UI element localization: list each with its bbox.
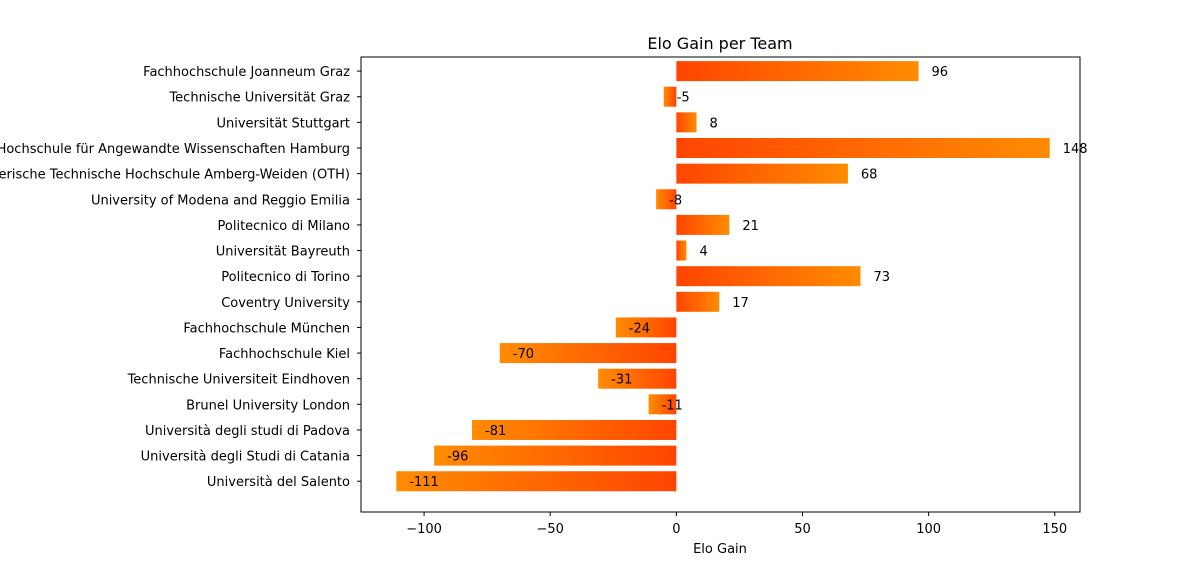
bar-value-label: 148	[1063, 142, 1088, 157]
bar-value-label: 21	[742, 219, 759, 234]
value-labels-layer: 96 -5 8 148 68 -8 21 4 73 17 -24 -70 -31 -11 -81 -96 -11…	[409, 65, 1087, 490]
bar	[396, 471, 677, 492]
y-tick-label: Fachhochschule Joanneum Graz	[143, 65, 350, 80]
bar	[499, 343, 677, 364]
bar-value-label: -96	[447, 450, 468, 465]
x-tick-label: −100	[406, 522, 442, 537]
plot-frame	[360, 56, 1081, 513]
x-tick-label: 100	[916, 522, 941, 537]
y-tick-label: Brunel University London	[186, 398, 350, 413]
bar	[676, 266, 861, 287]
bar-value-label: 96	[932, 65, 949, 80]
bar	[676, 214, 730, 235]
x-tick-label: 50	[794, 522, 811, 537]
bars-layer	[396, 61, 1050, 492]
y-tick-label: Universität Bayreuth	[216, 245, 350, 260]
x-axis: −100 −50 0 50 100 150	[406, 512, 1067, 537]
bar	[648, 394, 677, 415]
bar	[676, 163, 848, 184]
y-axis: Fachhochschule Joanneum Graz Technische U…	[0, 65, 361, 490]
y-tick-label: Università degli studi di Padova	[145, 424, 350, 439]
y-tick-label: Ostbayerische Technische Hochschule Ambe…	[0, 168, 350, 183]
bar-value-label: -31	[611, 373, 632, 388]
y-tick-label: Politecnico di Milano	[218, 219, 351, 234]
x-tick-label: 150	[1042, 522, 1067, 537]
bar-value-label: 8	[710, 116, 718, 131]
chart-title: Elo Gain per Team	[647, 34, 792, 53]
bar	[472, 419, 677, 440]
bar	[663, 86, 677, 107]
bar	[656, 189, 677, 210]
bar	[598, 368, 677, 389]
y-tick-label: Universität Stuttgart	[216, 116, 350, 131]
y-tick-label: Politecnico di Torino	[221, 270, 350, 285]
bar	[676, 291, 720, 312]
y-tick-label: Università del Salento	[207, 475, 350, 490]
x-tick-label: −50	[536, 522, 563, 537]
y-tick-label: University of Modena and Reggio Emilia	[91, 193, 350, 208]
y-tick-label: Università degli Studi di Catania	[141, 450, 350, 465]
bar-value-label: -5	[677, 91, 690, 106]
bar-value-label: 73	[874, 270, 891, 285]
y-tick-label: Hochschule für Angewandte Wissenschaften…	[0, 142, 350, 157]
bar-value-label: -24	[629, 321, 650, 336]
bar	[434, 445, 677, 466]
bar-value-label: 17	[732, 296, 749, 311]
bar-value-label: -11	[662, 398, 683, 413]
y-tick-label: Coventry University	[221, 296, 350, 311]
bar	[676, 240, 687, 261]
bar	[676, 138, 1050, 158]
bar-value-label: -81	[485, 424, 506, 439]
bar-value-label: 4	[699, 245, 707, 260]
x-tick-label: 0	[672, 522, 680, 537]
y-tick-label: Technische Universiteit Eindhoven	[127, 373, 350, 388]
bar-value-label: -70	[513, 347, 534, 362]
bar	[615, 317, 677, 338]
bar	[676, 61, 919, 82]
y-tick-label: Technische Universität Graz	[168, 91, 350, 106]
y-tick-label: Fachhochschule München	[183, 321, 350, 336]
bar-value-label: -8	[669, 193, 682, 208]
bar	[676, 112, 697, 133]
bar-value-label: 68	[861, 168, 878, 183]
y-tick-label: Fachhochschule Kiel	[219, 347, 350, 362]
bar-value-label: -111	[409, 475, 439, 490]
x-axis-label: Elo Gain	[693, 542, 747, 557]
